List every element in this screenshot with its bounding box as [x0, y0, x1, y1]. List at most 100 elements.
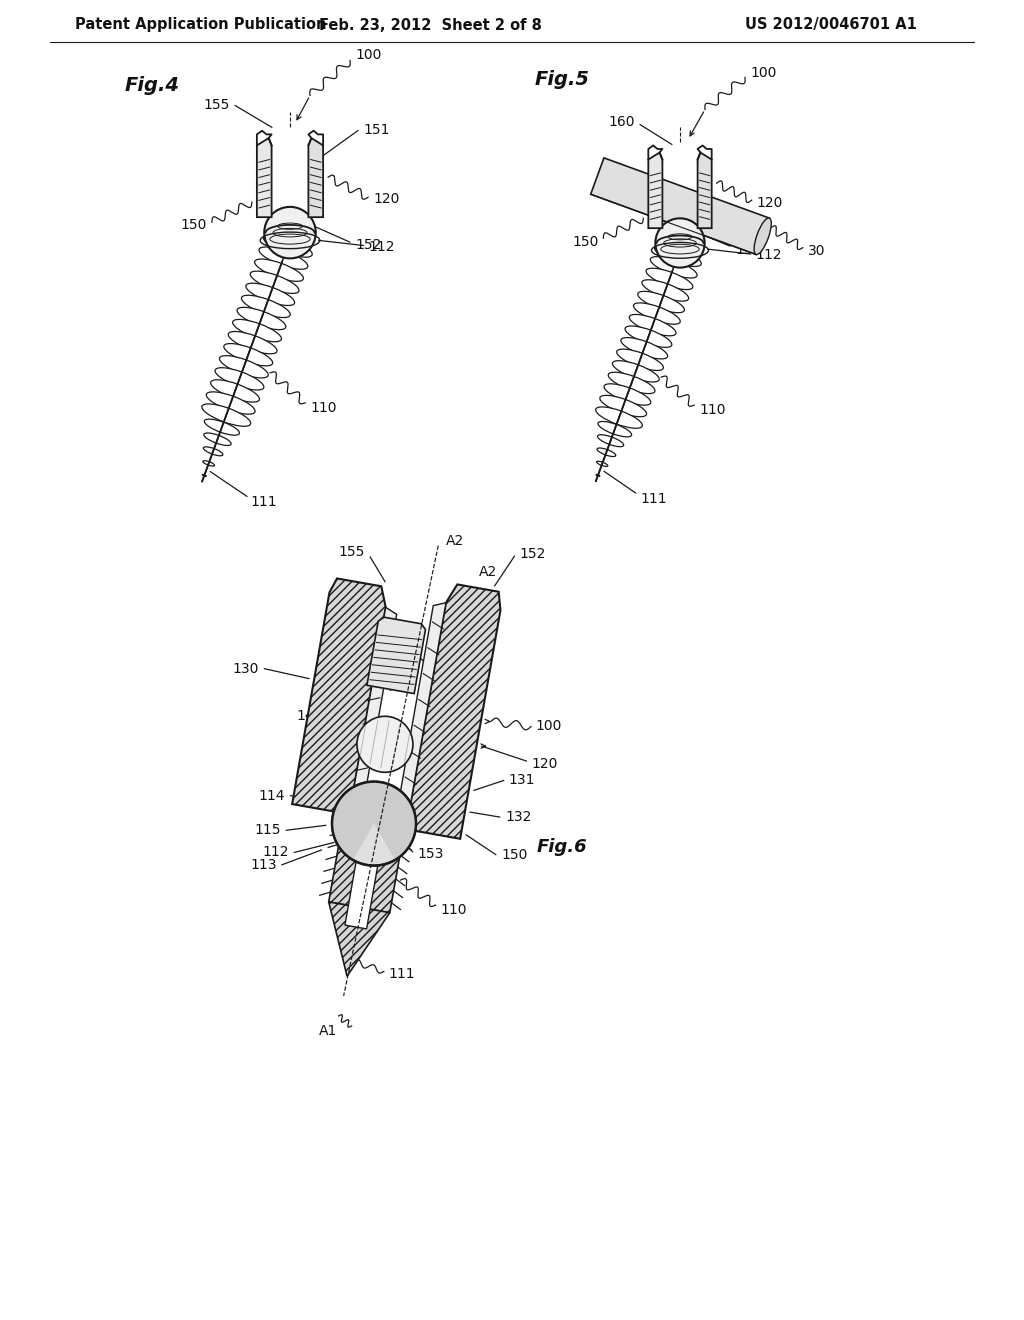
Text: 156: 156 [440, 797, 467, 812]
Polygon shape [349, 607, 396, 821]
Ellipse shape [616, 348, 664, 371]
Polygon shape [393, 603, 445, 832]
Text: 111: 111 [641, 492, 668, 506]
Circle shape [357, 717, 413, 772]
Ellipse shape [625, 326, 672, 347]
Ellipse shape [600, 396, 646, 417]
Ellipse shape [596, 407, 642, 428]
Text: 150: 150 [572, 235, 598, 249]
Text: 132: 132 [505, 810, 531, 824]
Ellipse shape [237, 308, 286, 330]
Wedge shape [332, 781, 416, 859]
Circle shape [655, 218, 705, 268]
Text: 100: 100 [750, 66, 776, 79]
Polygon shape [697, 153, 712, 228]
Ellipse shape [203, 475, 206, 477]
Text: 113: 113 [250, 858, 276, 873]
Text: 155: 155 [204, 99, 230, 112]
Ellipse shape [596, 474, 600, 477]
Ellipse shape [621, 338, 668, 359]
Text: 141: 141 [330, 651, 356, 665]
Ellipse shape [597, 447, 615, 457]
Text: Patent Application Publication: Patent Application Publication [75, 17, 327, 33]
Text: 100: 100 [536, 719, 562, 734]
Ellipse shape [598, 421, 632, 437]
Ellipse shape [754, 218, 771, 255]
Ellipse shape [604, 384, 651, 405]
Polygon shape [292, 578, 386, 814]
Text: 152: 152 [355, 238, 381, 252]
Ellipse shape [215, 368, 264, 389]
Text: 150: 150 [180, 218, 207, 232]
Polygon shape [345, 803, 388, 929]
Ellipse shape [203, 461, 215, 466]
Text: 30: 30 [808, 244, 825, 257]
Ellipse shape [650, 256, 697, 279]
Text: 160: 160 [608, 115, 635, 128]
Ellipse shape [646, 268, 693, 289]
Polygon shape [329, 902, 390, 977]
Ellipse shape [228, 331, 278, 354]
Text: 114: 114 [259, 788, 286, 803]
Ellipse shape [642, 280, 689, 301]
Polygon shape [406, 585, 501, 838]
Ellipse shape [638, 292, 684, 313]
Polygon shape [591, 158, 769, 255]
Circle shape [332, 781, 416, 866]
Ellipse shape [204, 433, 231, 445]
Text: US 2012/0046701 A1: US 2012/0046701 A1 [745, 17, 916, 33]
Text: 153: 153 [418, 847, 444, 861]
Polygon shape [257, 139, 271, 218]
Text: 151: 151 [457, 640, 483, 655]
Ellipse shape [608, 372, 655, 393]
Ellipse shape [246, 284, 295, 305]
Text: 120: 120 [531, 758, 558, 771]
Ellipse shape [263, 235, 312, 257]
Text: 120: 120 [373, 193, 399, 206]
Text: 142: 142 [296, 709, 323, 722]
Text: 152: 152 [519, 546, 546, 561]
Circle shape [264, 207, 315, 259]
Polygon shape [329, 818, 404, 912]
Text: 111: 111 [250, 495, 276, 508]
Text: A1: A1 [318, 1024, 337, 1038]
Ellipse shape [255, 259, 303, 281]
Ellipse shape [612, 360, 659, 381]
Ellipse shape [630, 314, 676, 335]
Ellipse shape [242, 296, 290, 318]
Text: 100: 100 [355, 49, 381, 62]
Ellipse shape [597, 434, 624, 446]
Text: 111: 111 [389, 968, 416, 981]
Polygon shape [308, 139, 324, 218]
Text: 110: 110 [440, 903, 467, 917]
Text: 110: 110 [310, 401, 337, 414]
Text: Fig.5: Fig.5 [535, 70, 590, 88]
Ellipse shape [205, 420, 240, 436]
Ellipse shape [204, 447, 223, 455]
Text: 110: 110 [699, 403, 726, 417]
Polygon shape [648, 153, 663, 228]
Text: 131: 131 [509, 774, 536, 788]
Text: A2: A2 [446, 533, 465, 548]
Text: 112: 112 [756, 248, 782, 263]
Text: Feb. 23, 2012  Sheet 2 of 8: Feb. 23, 2012 Sheet 2 of 8 [318, 17, 542, 33]
Polygon shape [367, 618, 425, 693]
Ellipse shape [654, 246, 701, 267]
Text: 152: 152 [735, 243, 762, 257]
Text: 115: 115 [255, 824, 281, 837]
Text: 154: 154 [442, 725, 469, 738]
Ellipse shape [232, 319, 282, 342]
Text: 140: 140 [358, 615, 385, 630]
Ellipse shape [597, 461, 608, 466]
Text: 130: 130 [232, 661, 259, 676]
Text: 155: 155 [339, 545, 366, 558]
Text: 151: 151 [364, 124, 389, 137]
Ellipse shape [259, 247, 308, 269]
Ellipse shape [224, 343, 272, 366]
Ellipse shape [250, 271, 299, 293]
Ellipse shape [219, 355, 268, 378]
Ellipse shape [634, 302, 680, 325]
Text: 112: 112 [369, 240, 395, 253]
Ellipse shape [206, 392, 255, 414]
Text: Fig.4: Fig.4 [125, 77, 180, 95]
